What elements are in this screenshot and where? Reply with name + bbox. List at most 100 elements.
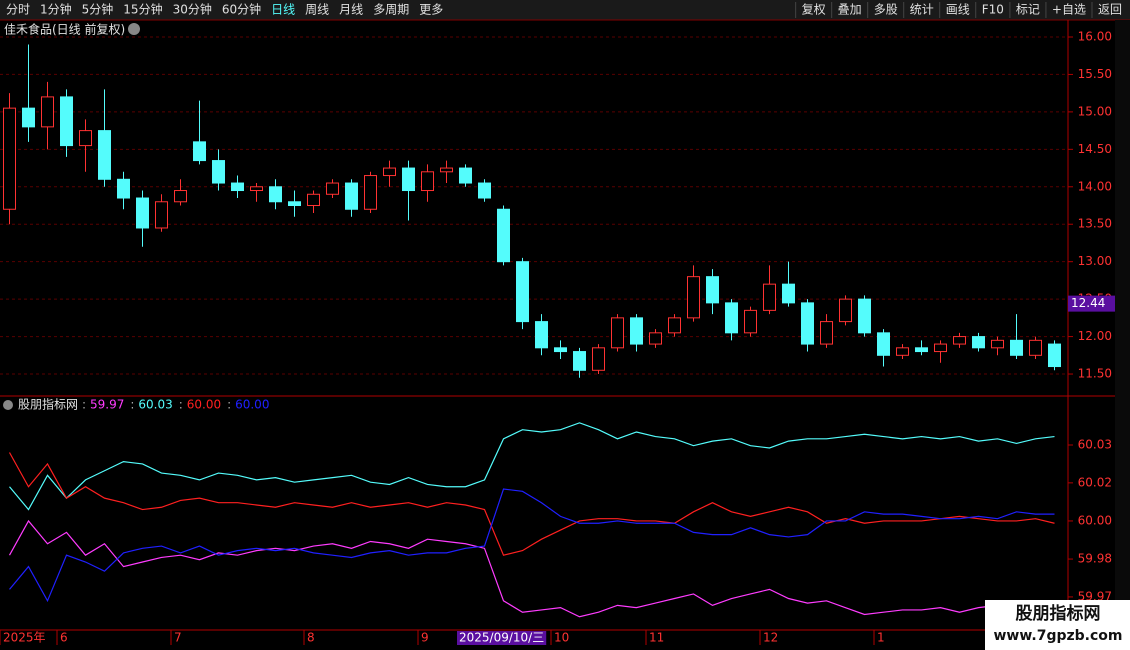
indicator-line (9, 488, 1055, 603)
toolbar-button[interactable]: 叠加 (838, 3, 862, 17)
toolbar-button[interactable]: 画线 (946, 3, 970, 17)
y-tick-label: 15.50 (1078, 67, 1112, 81)
candle-body (364, 175, 377, 210)
toolbar-button[interactable]: 复权 (802, 3, 826, 17)
indicator-readout: 60.00 (187, 398, 221, 412)
candle-body (136, 197, 149, 229)
indicator-readout: 60.03 (138, 398, 172, 412)
candle-body (250, 186, 263, 192)
stock-title: 佳禾食品(日线 前复权) (4, 22, 125, 37)
indicator-line (8, 452, 1055, 556)
candle-body (763, 283, 776, 311)
candle-body (1010, 339, 1023, 356)
candle-body (60, 96, 73, 147)
candle-body (516, 261, 529, 323)
candle-body (611, 317, 624, 349)
candle-body (117, 178, 130, 199)
toolbar-button[interactable]: 返回 (1098, 3, 1122, 17)
toolbar-button[interactable]: 多股 (874, 3, 898, 17)
candle-body (155, 201, 168, 229)
candle-body (953, 336, 966, 345)
toolbar-button[interactable]: 30分钟 (173, 2, 212, 17)
time-label: 1 (877, 631, 885, 645)
toolbar-button[interactable]: 月线 (339, 3, 363, 17)
toolbar-button[interactable]: 标记 (1016, 3, 1040, 17)
toolbar-button[interactable]: 60分钟 (222, 2, 261, 17)
toolbar-button[interactable]: 分时 (6, 3, 30, 17)
separator: : (179, 398, 183, 412)
y-tick-label: 59.98 (1078, 552, 1112, 566)
candle-body (668, 317, 681, 334)
toolbar-button[interactable]: 统计 (910, 3, 934, 17)
time-label: 11 (649, 631, 664, 645)
candle-body (573, 351, 586, 371)
candle-body (22, 107, 35, 128)
candle-body (174, 190, 187, 203)
candle-body (687, 276, 700, 319)
candle-body (934, 343, 947, 353)
y-tick-label: 11.50 (1078, 367, 1112, 381)
candle-body (592, 347, 605, 371)
toolbar-button[interactable]: 1分钟 (40, 2, 72, 17)
toolbar-button[interactable]: 5分钟 (82, 2, 114, 17)
indicator-title: 股朋指标网 (18, 397, 78, 412)
y-tick-label: 13.00 (1078, 254, 1112, 268)
toolbar-button[interactable]: 多周期 (373, 3, 409, 17)
candle-body (782, 283, 795, 304)
time-label: 7 (174, 631, 182, 645)
candle-body (41, 96, 54, 128)
candle-body (706, 276, 719, 304)
toolbar-button[interactable]: 15分钟 (123, 2, 162, 17)
time-label: 8 (307, 631, 315, 645)
time-label: 2025年 (3, 631, 46, 645)
candle-body (345, 182, 358, 210)
candle-body (801, 302, 814, 345)
candle-body (421, 171, 434, 192)
y-tick-label: 14.00 (1078, 179, 1112, 193)
separator: : (82, 398, 86, 412)
candle-body (3, 107, 16, 210)
dropdown-icon[interactable] (3, 400, 13, 410)
y-tick-label: 16.00 (1078, 29, 1112, 43)
time-label: 12 (763, 631, 778, 645)
candle-body (383, 167, 396, 177)
candle-body (326, 182, 339, 195)
side-panel (1115, 20, 1130, 630)
y-tick-label: 13.50 (1078, 217, 1112, 231)
y-tick-label: 59.97 (1078, 589, 1112, 603)
candle-body (98, 130, 111, 180)
candle-body (858, 298, 871, 334)
candle-body (440, 167, 453, 173)
candle-body (972, 336, 985, 349)
separator: : (130, 398, 134, 412)
indicator-line (8, 519, 1055, 618)
candle-body (649, 332, 662, 345)
toolbar-button[interactable]: +自选 (1052, 3, 1086, 17)
y-tick-label: 60.02 (1078, 475, 1112, 489)
time-label: 10 (554, 631, 569, 645)
candle-body (459, 167, 472, 184)
y-tick-label: 15.00 (1078, 104, 1112, 118)
toolbar-button[interactable]: 更多 (419, 3, 443, 17)
candle-body (535, 321, 548, 349)
toolbar-button[interactable]: 周线 (305, 3, 329, 17)
toolbar (0, 0, 1130, 20)
indicator-readout: 59.97 (90, 398, 124, 412)
candle-body (212, 160, 225, 184)
candle-body (839, 298, 852, 323)
candle-body (1029, 339, 1042, 356)
separator: : (227, 398, 231, 412)
price-marker-box (1068, 295, 1115, 312)
candle-body (478, 182, 491, 199)
toolbar-button[interactable]: F10 (982, 3, 1004, 17)
watermark-url: www.7gpzb.com (993, 628, 1122, 644)
candle-body (193, 141, 206, 162)
candle-body (991, 339, 1004, 349)
candle-body (402, 167, 415, 192)
dropdown-icon[interactable] (128, 23, 140, 35)
candle-body (307, 193, 320, 207)
cursor-date-box (457, 631, 547, 645)
toolbar-button[interactable]: 日线 (271, 3, 295, 17)
candle-body (630, 317, 643, 345)
